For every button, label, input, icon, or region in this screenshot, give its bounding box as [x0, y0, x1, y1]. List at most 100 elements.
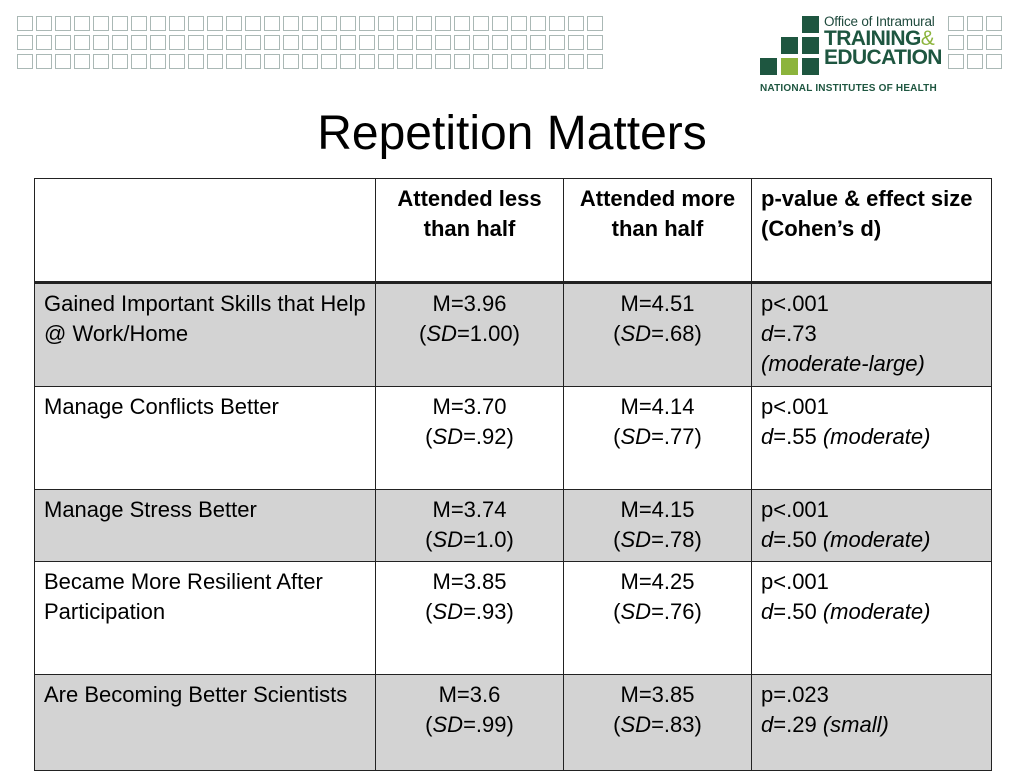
grid-square [359, 54, 375, 69]
grid-square [587, 35, 603, 50]
grid-square [112, 35, 128, 50]
logo-mark-icon [760, 16, 822, 78]
grid-square [511, 16, 527, 31]
grid-square [492, 54, 508, 69]
grid-square [226, 35, 242, 50]
more-than-half-cell: M=3.85 (SD=.83) [563, 674, 752, 771]
logo-education-text: EDUCATION [824, 46, 942, 69]
grid-square [435, 35, 451, 50]
grid-square [188, 16, 204, 31]
grid-square [321, 54, 337, 69]
grid-square [112, 16, 128, 31]
grid-square [131, 54, 147, 69]
grid-square [17, 54, 33, 69]
more-than-half-cell: M=4.25 (SD=.76) [563, 561, 752, 675]
grid-square [302, 35, 318, 50]
grid-square [226, 16, 242, 31]
grid-square [188, 54, 204, 69]
grid-square [549, 54, 565, 69]
grid-square [207, 35, 223, 50]
grid-square [416, 54, 432, 69]
grid-square [948, 35, 964, 50]
more-than-half-cell: M=4.14 (SD=.77) [563, 386, 752, 490]
grid-square [93, 35, 109, 50]
grid-square [473, 54, 489, 69]
grid-square [36, 16, 52, 31]
grid-square [948, 16, 964, 31]
grid-square [530, 16, 546, 31]
grid-square [55, 54, 71, 69]
grid-square [511, 35, 527, 50]
decorative-square-grid-right [948, 16, 1002, 69]
grid-square [340, 35, 356, 50]
grid-square [169, 54, 185, 69]
grid-square [435, 16, 451, 31]
effect-size-label: (moderate-large) [761, 351, 925, 376]
grid-square [549, 35, 565, 50]
grid-square [264, 54, 280, 69]
grid-square [568, 54, 584, 69]
grid-square [245, 35, 261, 50]
grid-square [397, 16, 413, 31]
logo-office-text: Office of Intramural [824, 14, 935, 29]
grid-square [549, 16, 565, 31]
grid-square [207, 54, 223, 69]
grid-square [511, 54, 527, 69]
grid-square [967, 54, 983, 69]
grid-square [359, 35, 375, 50]
grid-square [454, 35, 470, 50]
table-row: Are Becoming Better Scientists M=3.6 (SD=.… [34, 674, 992, 771]
grid-square [986, 35, 1002, 50]
stats-cell: p=.023 d=.29 (small) [751, 674, 992, 771]
grid-square [150, 35, 166, 50]
grid-square [967, 35, 983, 50]
grid-square [150, 54, 166, 69]
grid-square [131, 16, 147, 31]
grid-square [340, 16, 356, 31]
stats-cell: p<.001 d=.50 (moderate) [751, 489, 992, 562]
grid-square [188, 35, 204, 50]
grid-square [587, 16, 603, 31]
grid-square [17, 16, 33, 31]
more-than-half-cell: M=4.51 (SD=.68) [563, 282, 752, 387]
stats-cell: p<.001 d=.73 (moderate-large) [751, 282, 992, 387]
grid-square [74, 54, 90, 69]
decorative-square-grid-left [17, 16, 603, 69]
grid-square [283, 16, 299, 31]
grid-square [55, 16, 71, 31]
grid-square [986, 16, 1002, 31]
header-less-than-half: Attended less than half [375, 178, 564, 284]
grid-square [150, 16, 166, 31]
grid-square [55, 35, 71, 50]
header-empty-cell [34, 178, 376, 284]
oite-logo: Office of Intramural TRAINING& EDUCATION [760, 14, 946, 96]
row-label: Are Becoming Better Scientists [34, 674, 376, 771]
grid-square [435, 54, 451, 69]
grid-square [302, 54, 318, 69]
effect-size-label: (moderate) [822, 599, 931, 624]
grid-square [397, 35, 413, 50]
grid-square [454, 54, 470, 69]
grid-square [245, 54, 261, 69]
grid-square [264, 35, 280, 50]
grid-square [207, 16, 223, 31]
grid-square [226, 54, 242, 69]
grid-square [321, 35, 337, 50]
header-pvalue-effect: p-value & effect size (Cohen’s d) [751, 178, 992, 284]
grid-square [340, 54, 356, 69]
less-than-half-cell: M=3.70 (SD=.92) [375, 386, 564, 490]
grid-square [397, 54, 413, 69]
grid-square [416, 35, 432, 50]
grid-square [17, 35, 33, 50]
results-table: Attended less than half Attended more th… [34, 178, 992, 771]
grid-square [568, 16, 584, 31]
grid-square [568, 35, 584, 50]
grid-square [948, 54, 964, 69]
grid-square [378, 16, 394, 31]
grid-square [169, 35, 185, 50]
grid-square [416, 16, 432, 31]
grid-square [93, 54, 109, 69]
grid-square [986, 54, 1002, 69]
grid-square [264, 16, 280, 31]
row-label: Gained Important Skills that Help @ Work… [34, 282, 376, 387]
